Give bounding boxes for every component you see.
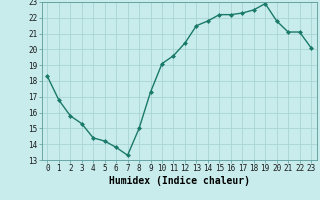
X-axis label: Humidex (Indice chaleur): Humidex (Indice chaleur) bbox=[109, 176, 250, 186]
